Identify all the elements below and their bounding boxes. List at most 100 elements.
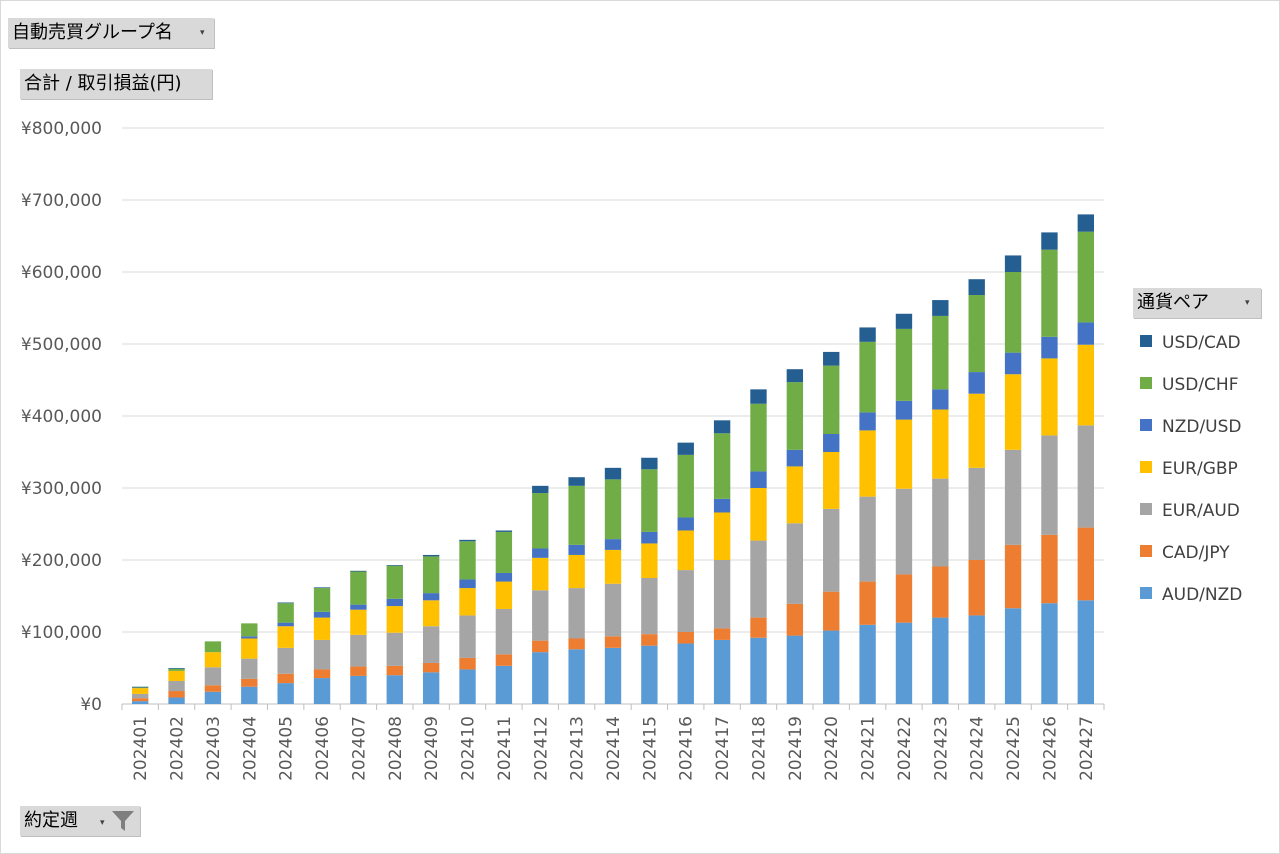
bar-segment[interactable] bbox=[422, 672, 440, 704]
bar-segment[interactable] bbox=[786, 523, 804, 604]
bar-segment[interactable] bbox=[168, 697, 185, 704]
bar-segment[interactable] bbox=[895, 574, 913, 623]
bar-segment[interactable] bbox=[422, 662, 440, 673]
bar-segment[interactable] bbox=[459, 539, 476, 542]
bar-segment[interactable] bbox=[677, 454, 694, 518]
bar-segment[interactable] bbox=[677, 442, 694, 455]
bar-segment[interactable] bbox=[641, 578, 658, 635]
bar-segment[interactable] bbox=[786, 466, 804, 524]
bar-segment[interactable] bbox=[350, 634, 367, 667]
bar-segment[interactable] bbox=[459, 541, 476, 580]
bar-segment[interactable] bbox=[823, 434, 840, 452]
bar-segment[interactable] bbox=[313, 678, 331, 704]
bar-segment[interactable] bbox=[568, 554, 585, 589]
legend-item[interactable]: CAD/JPY bbox=[1140, 541, 1230, 565]
bar-segment[interactable] bbox=[422, 600, 440, 627]
bar-segment[interactable] bbox=[641, 543, 658, 578]
bar-segment[interactable] bbox=[823, 452, 840, 509]
bar-segment[interactable] bbox=[386, 565, 403, 599]
bar-segment[interactable] bbox=[786, 603, 804, 636]
bar-segment[interactable] bbox=[1004, 352, 1022, 375]
bar-segment[interactable] bbox=[823, 351, 840, 366]
bar-segment[interactable] bbox=[568, 588, 585, 639]
bar-segment[interactable] bbox=[713, 639, 731, 704]
bar-segment[interactable] bbox=[932, 315, 949, 390]
bar-segment[interactable] bbox=[713, 628, 731, 640]
bar-segment[interactable] bbox=[932, 300, 949, 316]
bar-segment[interactable] bbox=[204, 691, 222, 704]
bar-segment[interactable] bbox=[277, 603, 294, 623]
legend-item[interactable]: EUR/GBP bbox=[1140, 457, 1238, 481]
bar-segment[interactable] bbox=[459, 657, 476, 670]
bar-segment[interactable] bbox=[968, 279, 985, 296]
bar-segment[interactable] bbox=[1041, 435, 1058, 535]
bar-segment[interactable] bbox=[386, 632, 403, 666]
legend-item[interactable]: NZD/USD bbox=[1140, 415, 1242, 439]
bar-segment[interactable] bbox=[932, 566, 949, 618]
bar-segment[interactable] bbox=[604, 647, 622, 704]
bar-segment[interactable] bbox=[386, 675, 403, 704]
bar-segment[interactable] bbox=[241, 658, 258, 679]
bar-segment[interactable] bbox=[641, 531, 658, 544]
bar-segment[interactable] bbox=[859, 341, 876, 413]
bar-segment[interactable] bbox=[641, 645, 658, 704]
bar-segment[interactable] bbox=[968, 467, 985, 560]
bar-segment[interactable] bbox=[532, 590, 549, 641]
bar-segment[interactable] bbox=[313, 587, 331, 589]
bar-segment[interactable] bbox=[932, 389, 949, 410]
legend-filter-button[interactable]: 通貨ペア ▾ bbox=[1133, 288, 1261, 318]
bar-segment[interactable] bbox=[641, 457, 658, 470]
bar-segment[interactable] bbox=[313, 588, 331, 612]
bar-segment[interactable] bbox=[132, 701, 149, 704]
legend-item[interactable]: USD/CHF bbox=[1140, 373, 1238, 397]
bar-segment[interactable] bbox=[532, 557, 549, 591]
bar-segment[interactable] bbox=[422, 626, 440, 663]
bar-segment[interactable] bbox=[641, 469, 658, 532]
bar-segment[interactable] bbox=[495, 581, 513, 609]
bar-segment[interactable] bbox=[495, 530, 513, 532]
bar-segment[interactable] bbox=[677, 643, 694, 704]
bar-segment[interactable] bbox=[859, 624, 876, 704]
bar-segment[interactable] bbox=[1041, 603, 1058, 704]
filter-funnel-icon[interactable] bbox=[108, 806, 138, 836]
bar-segment[interactable] bbox=[350, 609, 367, 635]
bar-segment[interactable] bbox=[895, 419, 913, 489]
bar-segment[interactable] bbox=[241, 623, 258, 637]
bar-segment[interactable] bbox=[1004, 374, 1022, 450]
bar-segment[interactable] bbox=[241, 636, 258, 639]
bar-segment[interactable] bbox=[1004, 544, 1022, 609]
bar-segment[interactable] bbox=[859, 496, 876, 582]
bar-segment[interactable] bbox=[932, 617, 949, 704]
bar-segment[interactable] bbox=[568, 649, 585, 704]
bar-segment[interactable] bbox=[168, 670, 185, 681]
bar-segment[interactable] bbox=[386, 606, 403, 633]
bar-segment[interactable] bbox=[786, 449, 804, 467]
bar-segment[interactable] bbox=[786, 635, 804, 704]
bar-segment[interactable] bbox=[1041, 358, 1058, 436]
bar-segment[interactable] bbox=[968, 295, 985, 373]
bar-segment[interactable] bbox=[459, 579, 476, 589]
bar-segment[interactable] bbox=[604, 549, 622, 584]
bar-segment[interactable] bbox=[859, 581, 876, 625]
bar-segment[interactable] bbox=[1004, 272, 1022, 353]
bar-segment[interactable] bbox=[532, 493, 549, 549]
bar-segment[interactable] bbox=[132, 693, 149, 699]
bar-segment[interactable] bbox=[895, 400, 913, 420]
bar-segment[interactable] bbox=[750, 403, 767, 472]
bar-segment[interactable] bbox=[968, 560, 985, 616]
bar-segment[interactable] bbox=[313, 617, 331, 640]
bar-segment[interactable] bbox=[386, 665, 403, 676]
bar-segment[interactable] bbox=[823, 508, 840, 592]
bar-segment[interactable] bbox=[132, 687, 149, 689]
bar-segment[interactable] bbox=[350, 570, 367, 572]
bar-segment[interactable] bbox=[859, 327, 876, 342]
bar-segment[interactable] bbox=[241, 678, 258, 687]
bar-segment[interactable] bbox=[495, 572, 513, 582]
bar-segment[interactable] bbox=[132, 686, 149, 688]
bar-segment[interactable] bbox=[932, 409, 949, 479]
bar-segment[interactable] bbox=[1077, 527, 1094, 601]
bar-segment[interactable] bbox=[604, 539, 622, 550]
bar-segment[interactable] bbox=[713, 512, 731, 560]
bar-segment[interactable] bbox=[1077, 322, 1094, 345]
bar-segment[interactable] bbox=[823, 365, 840, 434]
